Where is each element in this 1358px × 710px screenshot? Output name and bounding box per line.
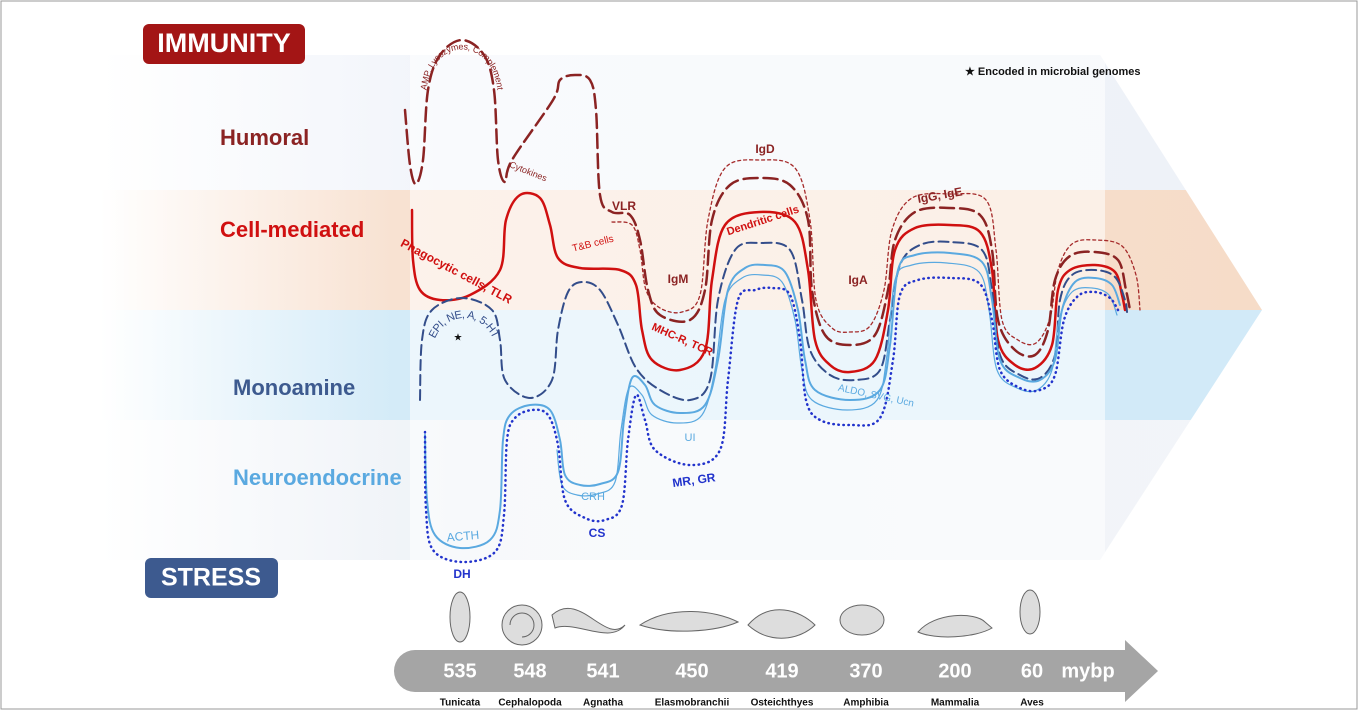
row-label: Cell-mediated — [220, 217, 364, 242]
taxon-label: Tunicata — [440, 698, 481, 709]
taxon-label: Amphibia — [843, 698, 889, 709]
curve-label: IgD — [755, 142, 775, 156]
curve-label: ACTH — [446, 528, 480, 545]
curve-label: DH — [453, 567, 470, 581]
taxon-label: Osteichthyes — [751, 698, 814, 709]
curve-label: CS — [589, 526, 606, 540]
taxon-label: Cephalopoda — [498, 698, 562, 709]
taxon-label: Mammalia — [931, 698, 980, 709]
taxon-label: Elasmobranchii — [655, 698, 730, 709]
row-label: Neuroendocrine — [233, 465, 402, 490]
curve-label: UI — [685, 432, 696, 444]
figure: AMP, Lysozymes, ComplementCytokinesVLRIg… — [0, 0, 1358, 710]
curve-label: IgA — [848, 273, 868, 287]
age-label: 370 — [849, 660, 882, 682]
unit-label: mybp — [1061, 660, 1114, 682]
taxon-label: Aves — [1020, 698, 1044, 709]
stress-title: STRESS — [161, 564, 261, 592]
curve-label: IgM — [668, 272, 689, 286]
age-label: 200 — [938, 660, 971, 682]
background-arrow — [100, 40, 1270, 580]
age-label: 541 — [586, 660, 619, 682]
page: AMP, Lysozymes, ComplementCytokinesVLRIg… — [0, 0, 1358, 710]
row-label: Monoamine — [233, 375, 355, 400]
taxon-label: Agnatha — [583, 698, 623, 709]
curve-label: CRH — [581, 491, 605, 503]
age-label: 535 — [443, 660, 476, 682]
age-label: 60 — [1021, 660, 1043, 682]
age-label: 419 — [765, 660, 798, 682]
immunity-title: IMMUNITY — [157, 28, 290, 58]
age-label: 450 — [675, 660, 708, 682]
curve-label: VLR — [612, 199, 636, 213]
age-label: 548 — [513, 660, 546, 682]
curve-label: ★ — [454, 333, 463, 344]
legend-note: ★ Encoded in microbial genomes — [965, 66, 1141, 78]
row-label: Humoral — [220, 125, 309, 150]
